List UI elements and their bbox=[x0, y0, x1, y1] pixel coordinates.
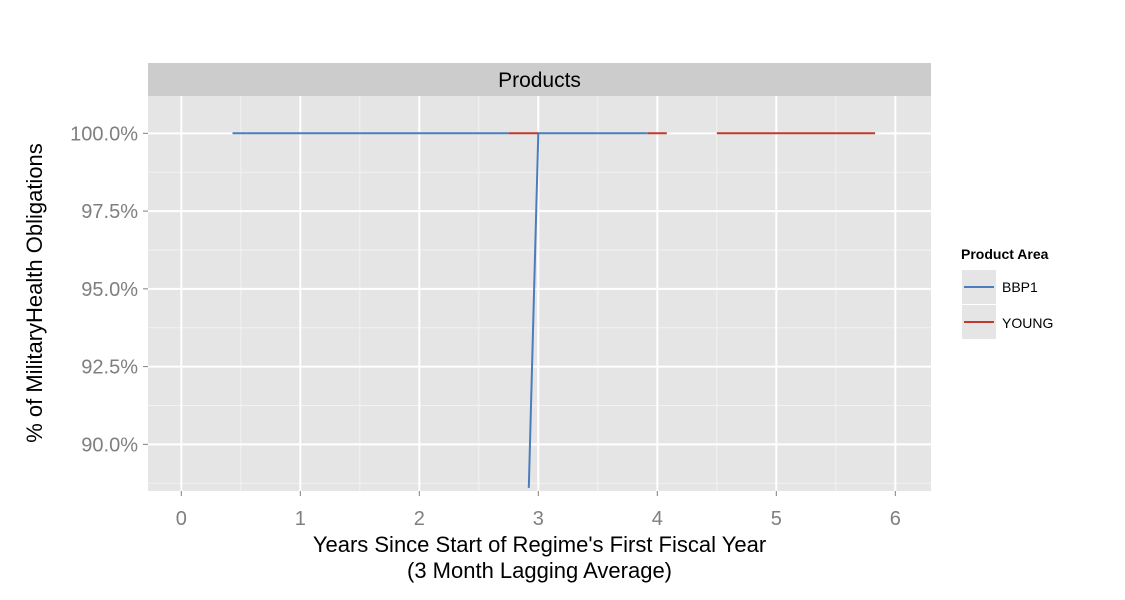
x-tick-label: 5 bbox=[771, 508, 782, 530]
x-tick-label: 6 bbox=[890, 508, 901, 530]
series-layer bbox=[232, 132, 876, 488]
major-grid bbox=[148, 96, 931, 491]
x-axis-title: Years Since Start of Regime's First Fisc… bbox=[313, 532, 766, 557]
x-tick-label: 3 bbox=[533, 508, 544, 530]
x-axis-subtitle: (3 Month Lagging Average) bbox=[407, 558, 672, 583]
y-tick-label: 95.0% bbox=[81, 279, 138, 301]
legend-label-bbp1: BBP1 bbox=[1002, 279, 1038, 295]
facet-title: Products bbox=[498, 69, 581, 92]
x-tick-label: 2 bbox=[414, 508, 425, 530]
minor-grid bbox=[148, 96, 931, 491]
y-tick-label: 100.0% bbox=[70, 123, 138, 145]
facet-strip bbox=[148, 63, 931, 96]
x-tick-label: 0 bbox=[176, 508, 187, 530]
y-tick-label: 97.5% bbox=[81, 201, 138, 223]
x-tick-label: 4 bbox=[652, 508, 663, 530]
legend-label-young: YOUNG bbox=[1002, 315, 1053, 331]
x-tick-label: 1 bbox=[295, 508, 306, 530]
y-tick-label: 92.5% bbox=[81, 357, 138, 379]
legend-title: Product Area bbox=[961, 246, 1049, 262]
x-axis: 0 1 2 3 4 5 6 bbox=[176, 491, 901, 530]
y-axis: 90.0% 92.5% 95.0% 97.5% 100.0% bbox=[70, 123, 148, 456]
plot-panel bbox=[148, 96, 931, 491]
legend: Product Area BBP1 YOUNG bbox=[961, 246, 1053, 339]
y-axis-title: % of MilitaryHealth Obligations bbox=[22, 143, 47, 443]
y-tick-label: 90.0% bbox=[81, 434, 138, 456]
